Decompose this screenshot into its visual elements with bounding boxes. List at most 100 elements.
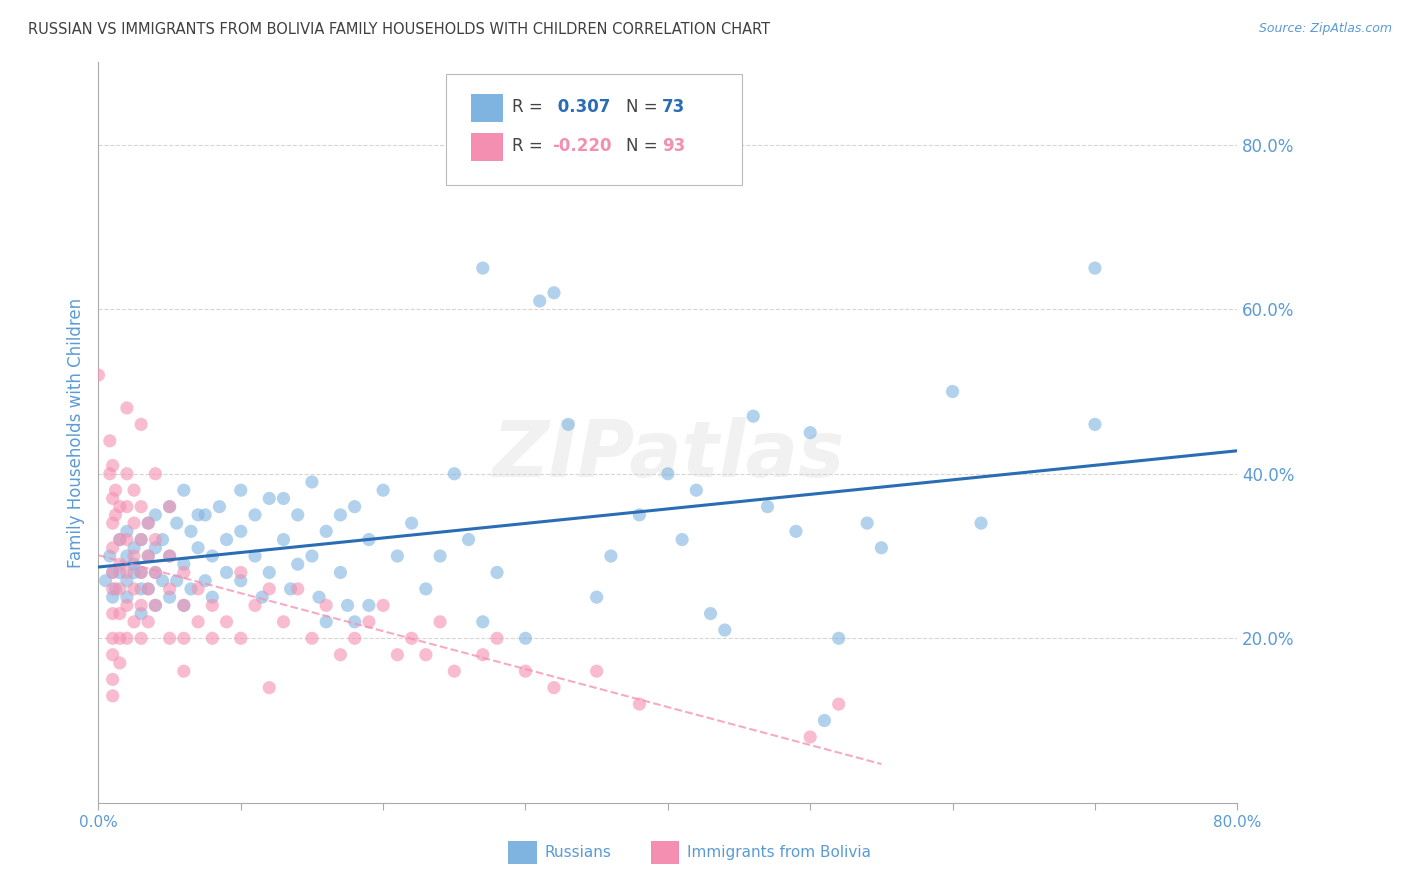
- Point: [173, 483, 195, 498]
- Point: [136, 549, 159, 563]
- Point: [742, 409, 765, 424]
- Point: [699, 607, 721, 621]
- Point: [357, 599, 380, 613]
- Point: [159, 500, 181, 514]
- Point: [970, 516, 993, 530]
- Text: RUSSIAN VS IMMIGRANTS FROM BOLIVIA FAMILY HOUSEHOLDS WITH CHILDREN CORRELATION C: RUSSIAN VS IMMIGRANTS FROM BOLIVIA FAMIL…: [28, 22, 770, 37]
- Point: [145, 533, 167, 547]
- Point: [122, 549, 145, 563]
- Point: [115, 549, 138, 563]
- Point: [315, 615, 337, 629]
- Point: [101, 648, 124, 662]
- Point: [122, 558, 145, 572]
- Text: R =: R =: [512, 137, 548, 155]
- Point: [243, 599, 266, 613]
- Point: [250, 590, 273, 604]
- Point: [173, 599, 195, 613]
- Point: [108, 656, 131, 670]
- Point: [201, 590, 224, 604]
- Point: [870, 541, 893, 555]
- Point: [129, 500, 152, 514]
- Point: [443, 467, 465, 481]
- Point: [104, 483, 127, 498]
- Point: [101, 458, 124, 473]
- Point: [187, 615, 209, 629]
- FancyBboxPatch shape: [471, 133, 503, 161]
- Point: [173, 558, 195, 572]
- Point: [129, 599, 152, 613]
- Point: [813, 714, 835, 728]
- Point: [115, 467, 138, 481]
- Point: [136, 582, 159, 596]
- FancyBboxPatch shape: [446, 73, 742, 185]
- Point: [108, 632, 131, 646]
- Text: Immigrants from Bolivia: Immigrants from Bolivia: [688, 845, 872, 860]
- Point: [145, 508, 167, 522]
- Point: [108, 566, 131, 580]
- Point: [129, 566, 152, 580]
- Point: [543, 681, 565, 695]
- Point: [101, 582, 124, 596]
- Point: [785, 524, 807, 539]
- Point: [173, 599, 195, 613]
- Text: Source: ZipAtlas.com: Source: ZipAtlas.com: [1258, 22, 1392, 36]
- Point: [129, 632, 152, 646]
- Point: [357, 615, 380, 629]
- Point: [215, 615, 238, 629]
- Point: [129, 582, 152, 596]
- Point: [201, 632, 224, 646]
- Point: [585, 664, 607, 678]
- Point: [159, 549, 181, 563]
- Point: [1084, 417, 1107, 432]
- Point: [187, 508, 209, 522]
- Point: [486, 632, 509, 646]
- Point: [159, 632, 181, 646]
- Point: [194, 574, 217, 588]
- Point: [714, 623, 737, 637]
- Point: [301, 632, 323, 646]
- Point: [315, 599, 337, 613]
- Point: [98, 549, 121, 563]
- Point: [387, 549, 409, 563]
- Point: [201, 549, 224, 563]
- Point: [229, 566, 252, 580]
- FancyBboxPatch shape: [651, 840, 679, 864]
- Point: [129, 533, 152, 547]
- Point: [243, 549, 266, 563]
- Point: [166, 574, 188, 588]
- Point: [557, 417, 579, 432]
- Point: [415, 582, 437, 596]
- Point: [287, 558, 309, 572]
- Point: [115, 574, 138, 588]
- Point: [329, 566, 352, 580]
- Text: -0.220: -0.220: [551, 137, 612, 155]
- Point: [122, 582, 145, 596]
- Point: [942, 384, 965, 399]
- FancyBboxPatch shape: [509, 840, 537, 864]
- Point: [657, 467, 679, 481]
- Point: [828, 697, 851, 711]
- Text: Russians: Russians: [546, 845, 612, 860]
- Point: [136, 516, 159, 530]
- Point: [115, 500, 138, 514]
- Point: [628, 697, 651, 711]
- Point: [229, 632, 252, 646]
- Point: [122, 483, 145, 498]
- Point: [373, 599, 395, 613]
- Point: [145, 541, 167, 555]
- Point: [115, 533, 138, 547]
- Point: [108, 533, 131, 547]
- Point: [273, 615, 295, 629]
- Point: [173, 566, 195, 580]
- Point: [259, 681, 281, 695]
- Point: [187, 582, 209, 596]
- Point: [429, 549, 451, 563]
- Point: [136, 549, 159, 563]
- Text: R =: R =: [512, 98, 548, 116]
- Point: [600, 549, 623, 563]
- Point: [387, 648, 409, 662]
- Point: [159, 549, 181, 563]
- Point: [129, 566, 152, 580]
- Point: [145, 599, 167, 613]
- Point: [259, 566, 281, 580]
